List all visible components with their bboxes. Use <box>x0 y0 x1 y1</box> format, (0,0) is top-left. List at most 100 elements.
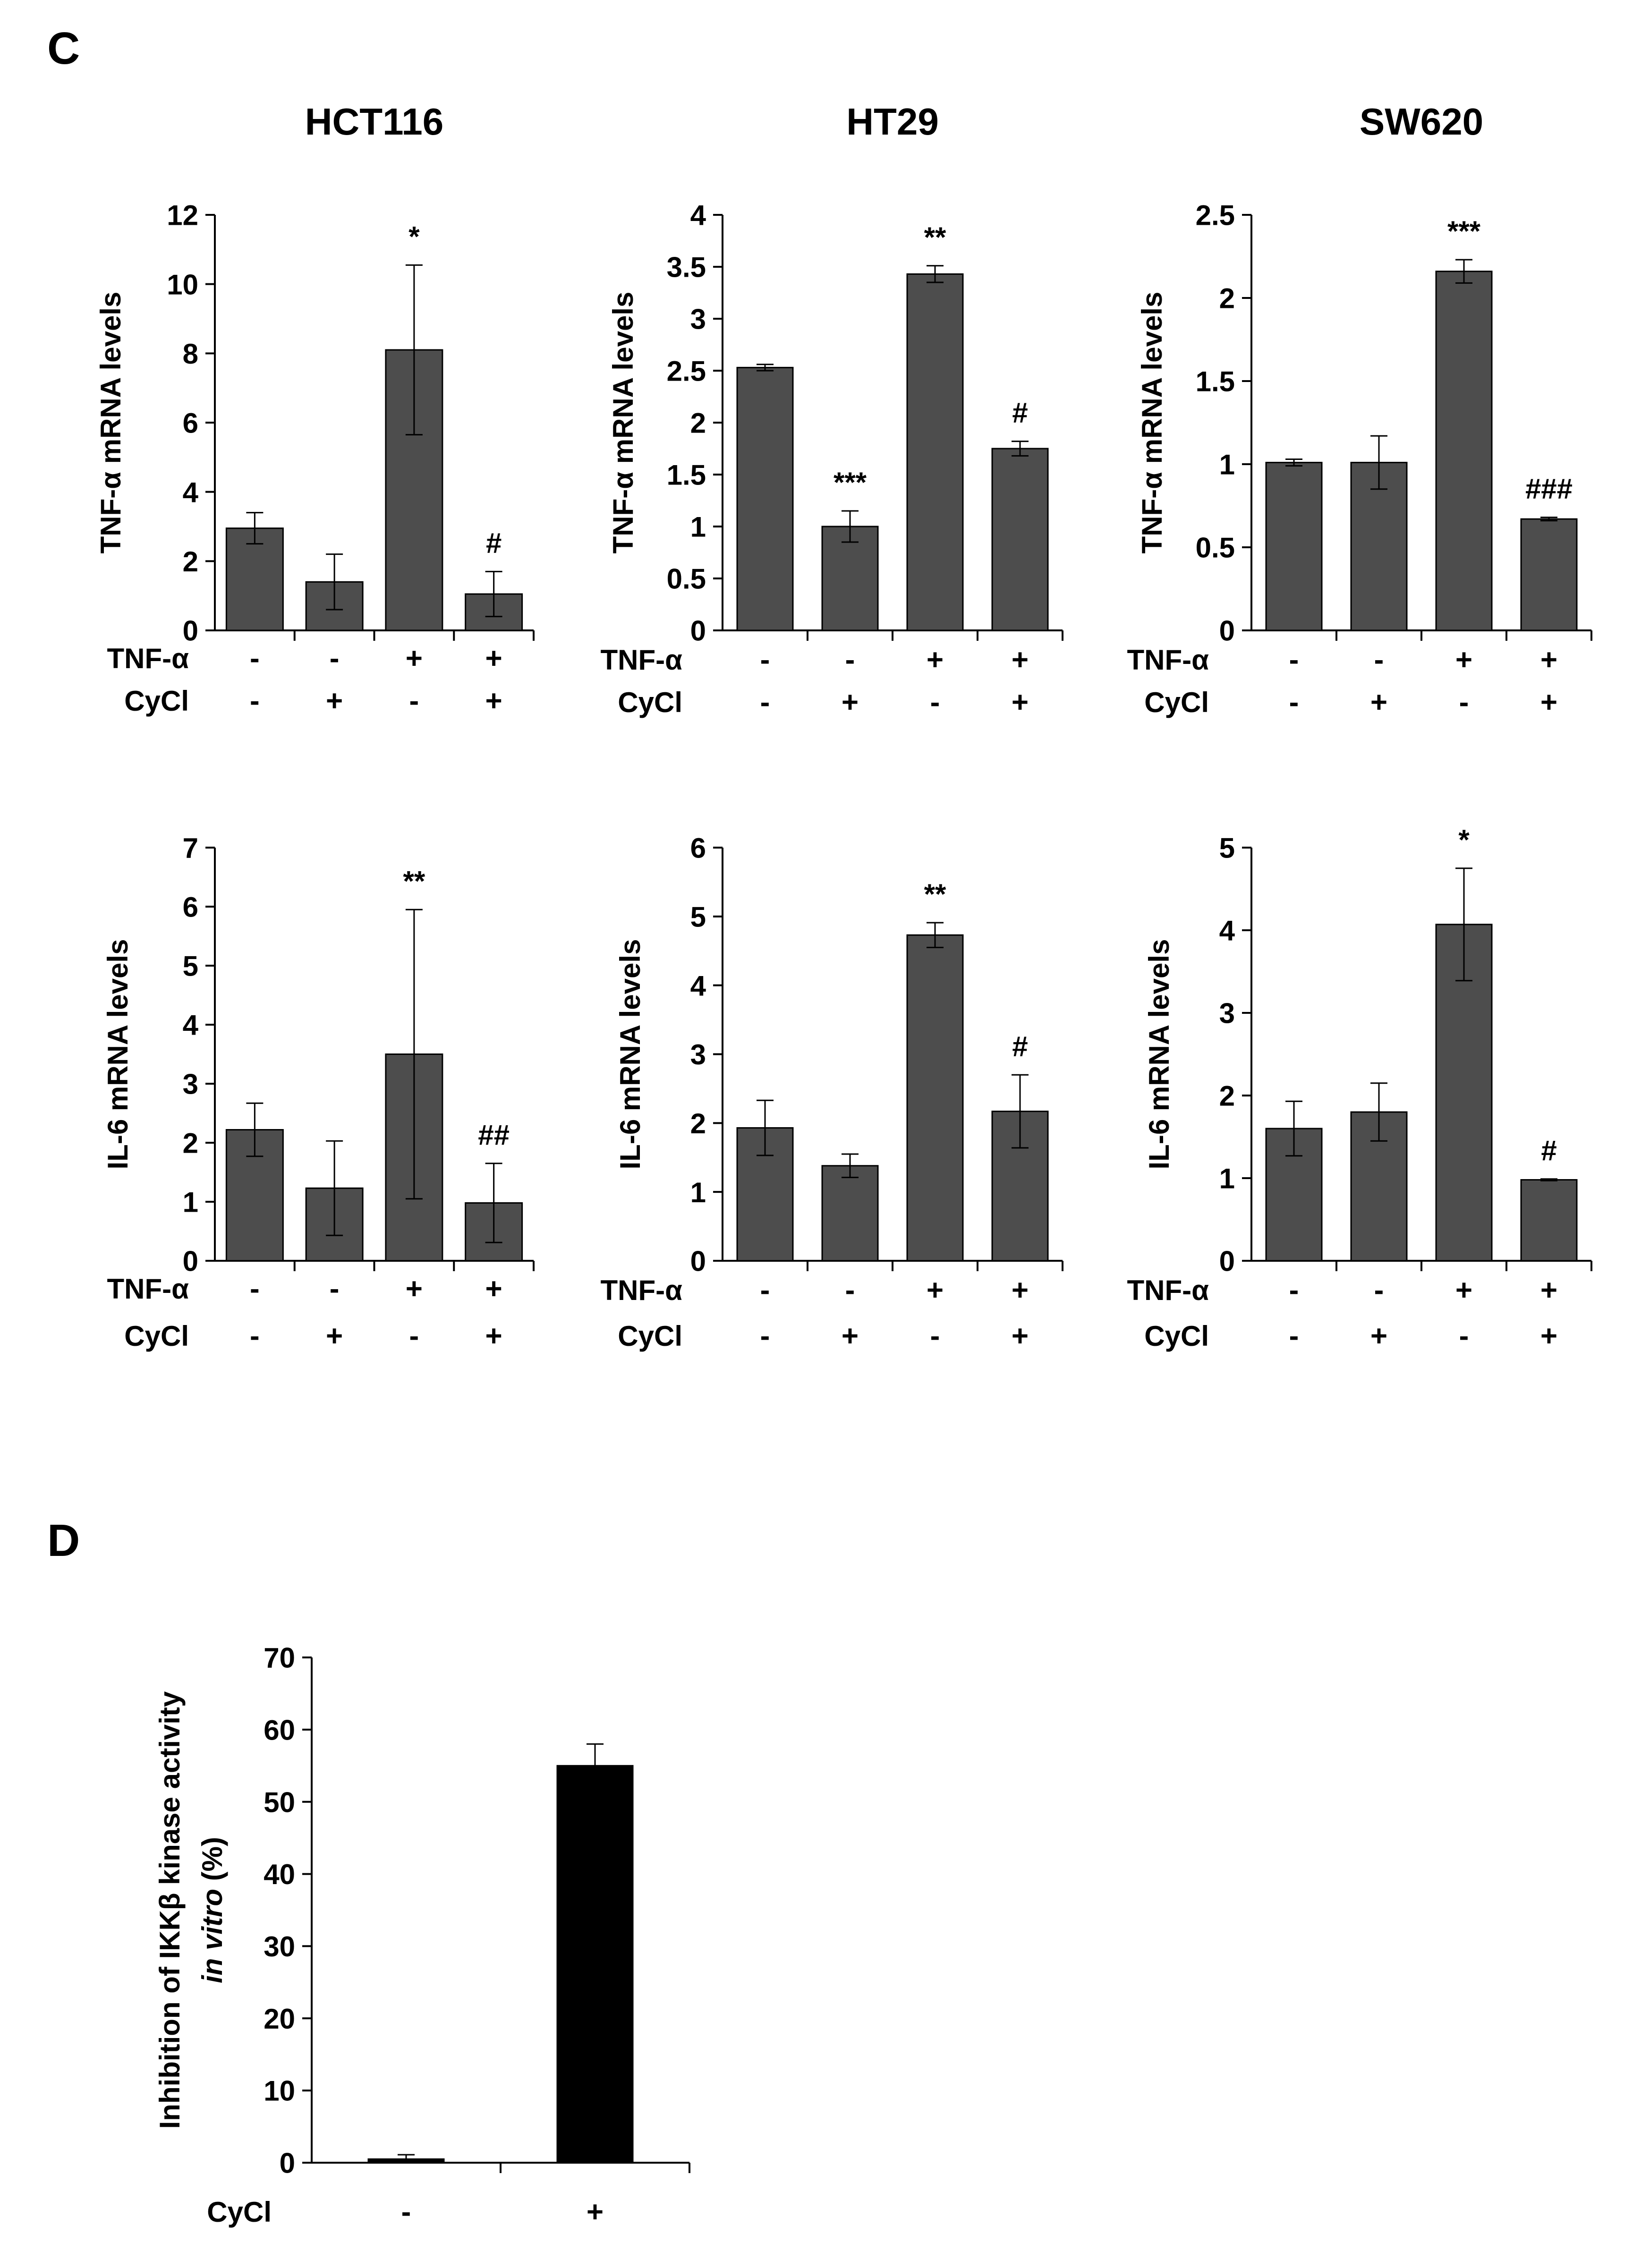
y-tick-label: 6 <box>690 832 706 864</box>
condition-mark: + <box>326 1320 343 1352</box>
condition-mark: - <box>760 644 770 676</box>
condition-mark: - <box>760 1320 770 1352</box>
bar <box>821 1165 879 1262</box>
condition-mark: + <box>1540 1320 1557 1352</box>
condition-mark: - <box>1459 1320 1469 1352</box>
y-tick-label: 3.5 <box>667 252 706 283</box>
condition-mark: - <box>1289 1274 1299 1307</box>
chart-title: HT29 <box>846 101 939 143</box>
y-tick-label: 1.5 <box>667 459 706 491</box>
significance-mark: ** <box>924 878 946 910</box>
y-tick-label: 0 <box>183 615 198 647</box>
y-axis-label: IL-6 mRNA levels <box>614 939 646 1170</box>
bar <box>991 448 1049 631</box>
y-axis-label: IL-6 mRNA levels <box>102 939 134 1170</box>
y-tick-label: 7 <box>183 832 198 864</box>
condition-label: CyCl <box>618 687 682 718</box>
chart-d1: 0 10 20 30 40 50 60 70 Inhibition of IKKβ kinase… <box>154 1642 690 2228</box>
bar <box>556 1765 634 2164</box>
condition-mark: + <box>1012 686 1029 719</box>
y-tick-label: 4 <box>183 476 199 508</box>
y-tick-label: 70 <box>264 1642 295 1674</box>
bar <box>1265 461 1323 631</box>
y-tick-label: 0 <box>1219 1246 1235 1277</box>
y-tick-label: 2 <box>1219 283 1235 314</box>
y-tick-label: 30 <box>264 1931 295 1962</box>
y-tick-label: 1 <box>1219 1163 1235 1195</box>
y-tick-label: 1 <box>183 1187 198 1218</box>
panel-label-d: D <box>47 1515 80 1566</box>
y-tick-label: 1 <box>1219 449 1235 481</box>
condition-mark: - <box>760 1274 770 1307</box>
condition-mark: - <box>1374 1274 1384 1307</box>
significance-mark: ** <box>403 865 425 897</box>
y-tick-label: 10 <box>167 269 198 300</box>
condition-label: TNF-α <box>1127 1274 1209 1306</box>
condition-label: TNF-α <box>601 1274 683 1306</box>
condition-label: TNF-α <box>1127 644 1209 676</box>
condition-mark: + <box>1455 644 1472 676</box>
bar <box>225 527 284 631</box>
condition-mark: - <box>330 1273 340 1305</box>
significance-mark: * <box>408 221 420 252</box>
condition-mark: - <box>250 1320 260 1352</box>
y-axis-label: TNF-α mRNA levels <box>95 292 127 554</box>
y-tick-label: 4 <box>183 1010 199 1041</box>
condition-mark: - <box>1459 686 1469 719</box>
condition-mark: + <box>406 1273 423 1305</box>
y-tick-label: 40 <box>264 1859 295 1890</box>
y-tick-label: 2 <box>690 1108 706 1139</box>
significance-mark: # <box>1012 1030 1028 1062</box>
chart-title: HCT116 <box>305 101 443 143</box>
y-tick-label: 4 <box>690 970 706 1002</box>
significance-mark: *** <box>1447 215 1481 247</box>
significance-mark: ### <box>1525 473 1573 505</box>
chart-c1: HCT116 0 2 4 6 8 10 12 TNF-α mRNA levels * # TNF-α -… <box>95 101 535 717</box>
condition-label: CyCl <box>124 1320 189 1352</box>
condition-mark: - <box>250 642 260 675</box>
y-tick-label: 6 <box>183 892 198 923</box>
condition-mark: - <box>1289 1320 1299 1352</box>
condition-mark: + <box>1540 686 1557 719</box>
condition-label: TNF-α <box>601 644 683 676</box>
condition-mark: - <box>250 685 260 717</box>
condition-mark: - <box>409 1320 419 1352</box>
y-tick-label: 2 <box>183 1128 198 1159</box>
condition-mark: + <box>1012 1274 1029 1307</box>
condition-label: TNF-α <box>107 1273 189 1305</box>
chart-c3: SW620 0 0.5 1 1.5 2 2.5 TNF-α mRNA levels *** ###… <box>1127 101 1592 719</box>
chart-c6: 0 1 2 3 4 5 IL-6 mRNA levels * # TNF-α - - + + CyCl - + -… <box>1127 824 1592 1352</box>
chart-c4: 0 1 2 3 4 5 6 7 IL-6 mRNA levels ** ## TNF-α - - + + CyC… <box>102 832 535 1352</box>
condition-mark: - <box>845 644 855 676</box>
y-tick-label: 2.5 <box>1196 200 1235 231</box>
condition-mark: + <box>1012 644 1029 676</box>
condition-mark: + <box>927 644 944 676</box>
condition-mark: + <box>326 685 343 717</box>
condition-label: CyCl <box>1144 687 1209 718</box>
condition-mark: - <box>760 686 770 719</box>
bar <box>1350 461 1408 631</box>
y-tick-label: 0 <box>183 1246 198 1277</box>
y-tick-label: 6 <box>183 408 198 439</box>
y-axis-label: Inhibition of IKKβ kinase activity <box>154 1691 186 2129</box>
y-tick-label: 10 <box>264 2075 295 2107</box>
y-tick-label: 0.5 <box>1196 532 1235 564</box>
panel-label-c: C <box>47 23 80 74</box>
significance-mark: ** <box>924 221 946 253</box>
significance-mark: # <box>486 527 502 559</box>
condition-mark: + <box>1455 1274 1472 1307</box>
y-tick-label: 4 <box>690 200 706 231</box>
y-tick-label: 5 <box>183 951 198 982</box>
condition-mark: - <box>409 685 419 717</box>
condition-mark: - <box>845 1274 855 1307</box>
y-tick-label: 1.5 <box>1196 366 1235 398</box>
condition-mark: - <box>930 686 940 719</box>
significance-mark: * <box>1458 824 1470 856</box>
bar <box>1520 518 1578 631</box>
condition-mark: + <box>842 1320 859 1352</box>
y-tick-label: 0 <box>690 615 706 647</box>
y-tick-label: 3 <box>183 1069 198 1100</box>
bar <box>1520 1179 1578 1262</box>
y-tick-label: 4 <box>1219 915 1235 947</box>
